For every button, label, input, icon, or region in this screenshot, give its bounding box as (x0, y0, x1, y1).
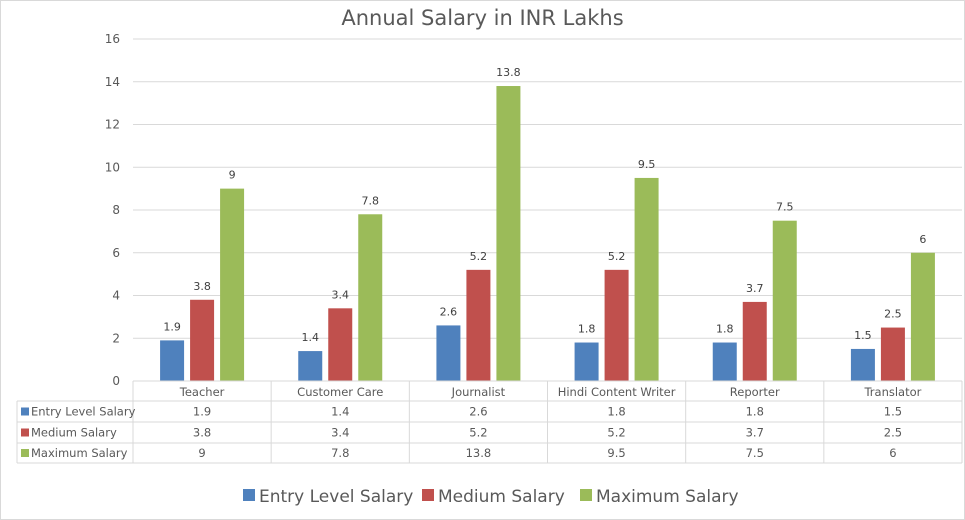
y-tick-label: 12 (105, 118, 120, 132)
table-cell: 1.8 (607, 405, 625, 419)
table-cell: 1.5 (884, 405, 902, 419)
data-label: 1.5 (854, 329, 872, 342)
table-series-label: Entry Level Salary (31, 405, 136, 419)
bar-medium-salary (466, 269, 491, 381)
table-cell: 1.9 (193, 405, 211, 419)
bar-medium-salary (328, 308, 353, 381)
table-legend-key (21, 407, 29, 416)
data-label: 7.5 (776, 201, 794, 214)
bar-entry-level-salary (436, 325, 461, 381)
bar-maximum-salary (772, 220, 797, 381)
data-label: 7.8 (362, 194, 380, 207)
legend-key (422, 489, 434, 501)
table-cell: 2.6 (469, 405, 487, 419)
data-label: 5.2 (608, 250, 626, 263)
table-legend-key (21, 428, 29, 437)
bar-medium-salary (880, 327, 905, 381)
table-cell: 1.4 (331, 405, 349, 419)
table-cell: 7.8 (331, 446, 349, 460)
bar-maximum-salary (496, 86, 521, 382)
data-label: 3.4 (332, 288, 350, 301)
table-cell: 13.8 (466, 446, 492, 460)
table-cell: 5.2 (607, 426, 625, 440)
table-cell: 3.8 (193, 426, 211, 440)
bar-entry-level-salary (712, 342, 737, 381)
data-label: 5.2 (470, 250, 488, 263)
y-tick-label: 16 (105, 32, 120, 46)
y-tick-label: 10 (105, 160, 120, 174)
table-cell: 2.5 (884, 426, 902, 440)
y-tick-label: 0 (112, 374, 120, 388)
data-label: 9 (229, 169, 236, 182)
table-cell: 9 (198, 446, 205, 460)
table-cell: 3.7 (746, 426, 764, 440)
y-tick-label: 2 (112, 331, 120, 345)
category-label: Customer Care (297, 385, 383, 399)
y-tick-label: 4 (112, 289, 120, 303)
table-cell: 7.5 (746, 446, 764, 460)
bar-maximum-salary (358, 214, 383, 381)
data-label: 13.8 (496, 66, 521, 79)
y-tick-label: 6 (112, 246, 120, 260)
data-label: 3.7 (746, 282, 764, 295)
category-label: Journalist (451, 385, 506, 399)
legend-key (243, 489, 255, 501)
bar-maximum-salary (910, 252, 935, 381)
table-cell: 5.2 (469, 426, 487, 440)
bar-medium-salary (604, 269, 629, 381)
y-tick-label: 8 (112, 203, 120, 217)
data-label: 1.9 (163, 320, 181, 333)
data-label: 1.8 (578, 323, 596, 336)
data-label: 9.5 (638, 158, 656, 171)
bar-entry-level-salary (574, 342, 599, 381)
data-label: 1.4 (302, 331, 320, 344)
category-label: Reporter (730, 385, 780, 399)
bar-medium-salary (190, 299, 215, 381)
table-legend-key (21, 449, 29, 457)
category-label: Hindi Content Writer (558, 385, 676, 399)
table-cell: 9.5 (607, 446, 625, 460)
bar-medium-salary (742, 301, 767, 381)
bar-entry-level-salary (160, 340, 185, 381)
data-label: 1.8 (716, 323, 734, 336)
category-label: Translator (863, 385, 921, 399)
chart-title: Annual Salary in INR Lakhs (341, 6, 624, 30)
data-label: 2.6 (440, 305, 458, 318)
bar-entry-level-salary (850, 348, 875, 381)
category-label: Teacher (179, 385, 225, 399)
data-label: 2.5 (884, 308, 902, 321)
legend-label: Entry Level Salary (259, 487, 413, 507)
legend-label: Medium Salary (438, 487, 565, 507)
bar-maximum-salary (634, 177, 659, 381)
table-cell: 1.8 (746, 405, 764, 419)
legend-label: Maximum Salary (596, 487, 739, 507)
table-cell: 6 (889, 446, 896, 460)
bar-maximum-salary (220, 188, 245, 381)
table-series-label: Medium Salary (31, 426, 117, 440)
y-tick-label: 14 (105, 75, 120, 89)
data-label: 6 (919, 233, 926, 246)
table-series-label: Maximum Salary (31, 446, 128, 460)
table-cell: 3.4 (331, 426, 349, 440)
data-label: 3.8 (193, 280, 211, 293)
legend-key (580, 489, 592, 501)
bar-entry-level-salary (298, 351, 323, 381)
